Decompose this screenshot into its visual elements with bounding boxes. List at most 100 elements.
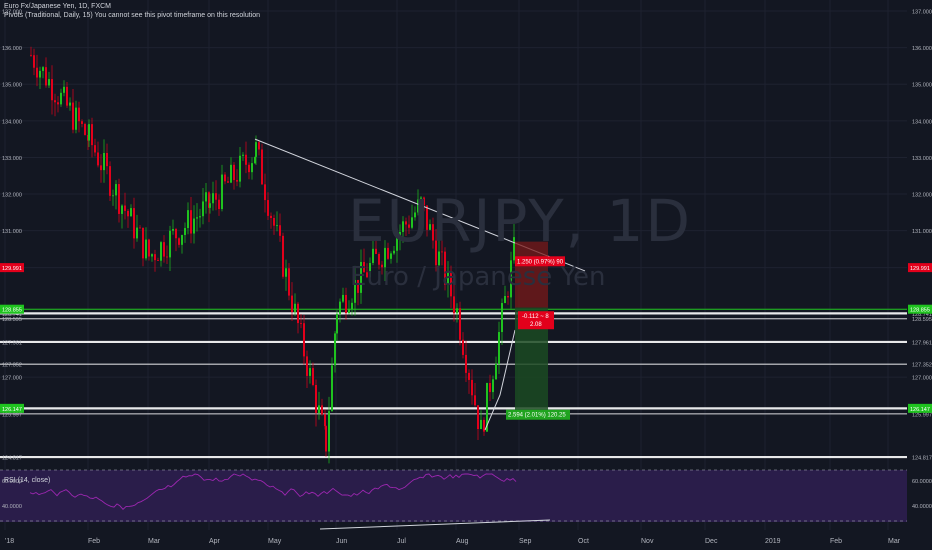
- candle-body: [312, 368, 314, 386]
- candle-body: [127, 210, 129, 217]
- candle-body: [130, 208, 132, 217]
- candle-body: [124, 205, 126, 211]
- candle-body: [351, 302, 353, 310]
- candle-body: [387, 247, 389, 259]
- price-tick-label: 128.595: [912, 317, 932, 323]
- price-label-text: 126.147: [2, 407, 22, 413]
- price-label-text: 128.855: [910, 308, 930, 314]
- price-tick-label: 124.817: [912, 456, 932, 462]
- time-tick-label: Nov: [641, 538, 654, 545]
- candle-body: [306, 356, 308, 376]
- candle-body: [300, 323, 302, 324]
- candle-body: [81, 121, 83, 124]
- candle-body: [227, 181, 229, 183]
- price-axis[interactable]: 137.000 137.000 136.000 136.000 135.000 135.0…: [0, 9, 932, 462]
- rsi-line: [29, 473, 517, 510]
- candle-body: [328, 411, 330, 452]
- candle-body: [465, 354, 467, 373]
- time-tick-label: Apr: [209, 538, 221, 545]
- candle-body: [411, 217, 413, 228]
- candle-body: [54, 100, 56, 103]
- price-label-box: [908, 263, 932, 273]
- candle-body: [417, 199, 419, 213]
- candle-body: [510, 260, 512, 298]
- candle-body: [39, 70, 41, 78]
- candles: [30, 46, 515, 464]
- candle-body: [285, 268, 287, 277]
- candle-body: [372, 248, 374, 263]
- price-tick-label: 134.000: [912, 119, 932, 125]
- position-stop-label: 1.250 (0.97%) 90: [517, 259, 564, 265]
- candle-body: [148, 239, 150, 257]
- time-tick-label: Aug: [456, 538, 469, 545]
- candle-body: [221, 174, 223, 210]
- price-tick-label: 124.817: [2, 456, 22, 462]
- candle-body: [375, 248, 377, 254]
- candle-body: [474, 395, 476, 406]
- time-tick-label: Sep: [519, 538, 532, 545]
- candle-body: [60, 92, 62, 105]
- candle-body: [154, 254, 156, 261]
- candle-body: [72, 102, 74, 130]
- candle-body: [315, 385, 317, 414]
- candle-body: [166, 256, 168, 258]
- candle-body: [245, 154, 247, 165]
- candle-body: [321, 405, 323, 415]
- candle-body: [288, 268, 290, 296]
- time-tick-label: 2019: [765, 538, 781, 545]
- candle-body: [75, 107, 77, 130]
- price-tick-label: 128.741: [2, 312, 22, 318]
- candle-body: [459, 308, 461, 340]
- candle-body: [33, 55, 35, 68]
- candle-body: [450, 271, 452, 297]
- time-tick-label: May: [268, 538, 282, 545]
- candle-body: [504, 296, 506, 304]
- candle-body: [513, 237, 515, 261]
- candle-body: [423, 197, 425, 206]
- price-tick-label: 127.961: [2, 340, 22, 346]
- candle-body: [258, 142, 260, 150]
- candle-body: [215, 193, 217, 200]
- candle-body: [369, 262, 371, 278]
- candle-body: [236, 180, 238, 182]
- candle-body: [309, 368, 311, 376]
- candle-body: [242, 154, 244, 156]
- candle-body: [453, 296, 455, 314]
- time-tick-label: Jun: [336, 538, 347, 545]
- candle-body: [172, 228, 174, 231]
- price-tick-label: 127.961: [912, 340, 932, 346]
- rsi-tick-label: 60.0000: [912, 479, 932, 485]
- pivot-levels: [0, 308, 907, 459]
- time-tick-label: Feb: [830, 538, 842, 545]
- price-tick-label: 128.595: [2, 317, 22, 323]
- rsi-background: [0, 470, 907, 522]
- candle-body: [136, 227, 138, 239]
- candle-body: [348, 309, 350, 314]
- candle-body: [100, 165, 102, 171]
- candle-body: [48, 79, 50, 86]
- price-label-box: [908, 304, 932, 314]
- position-stop-label-bg: [515, 256, 565, 267]
- candle-body: [270, 215, 272, 218]
- price-tick-label: 135.000: [2, 83, 22, 89]
- rsi-pane: 60.0000 60.0000 40.0000 40.0000: [0, 469, 932, 530]
- candle-body: [199, 216, 201, 218]
- price-tick-label: 137.000: [2, 9, 22, 15]
- price-tick-label: 128.741: [912, 312, 932, 318]
- candle-body: [157, 260, 159, 261]
- candle-body: [384, 247, 386, 268]
- candle-body: [205, 192, 207, 202]
- candle-body: [169, 230, 171, 258]
- time-tick-label: Jul: [397, 538, 406, 545]
- position-stop-zone: [515, 241, 548, 308]
- time-axis[interactable]: '18 Feb Mar Apr May Jun Jul Aug Sep Oct Nov Dec 2019…: [5, 538, 901, 545]
- candle-body: [175, 228, 177, 239]
- candle-body: [498, 332, 500, 364]
- candle-body: [402, 221, 404, 232]
- candle-body: [441, 251, 443, 253]
- candle-body: [233, 164, 235, 181]
- candle-body: [297, 303, 299, 324]
- candle-body: [145, 239, 147, 259]
- candle-body: [190, 210, 192, 234]
